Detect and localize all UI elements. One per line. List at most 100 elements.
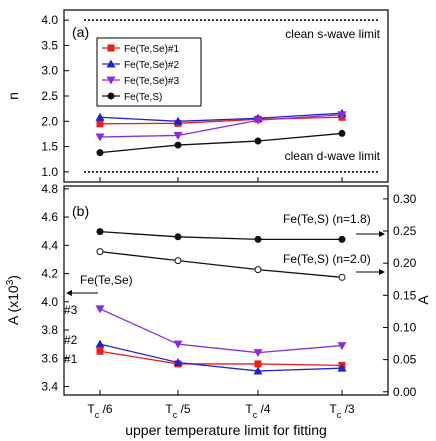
series-line-fe-te-se-2 bbox=[99, 343, 343, 372]
panel-b-y2tick-label: 0.10 bbox=[393, 320, 417, 334]
point-fe-te-se-1-1 bbox=[96, 347, 104, 355]
panel-b-y2tick-label: 0.00 bbox=[393, 385, 417, 399]
panel-a-ylabel: n bbox=[5, 92, 21, 100]
arrowhead-left bbox=[66, 290, 72, 296]
legend-marker-fe-te-s bbox=[107, 92, 115, 100]
arrowhead-right-n20 bbox=[379, 269, 385, 275]
annotation-sample-1: #1 bbox=[64, 352, 78, 366]
panel-b-y2tick-label: 0.20 bbox=[393, 256, 417, 270]
series-line-fe-te-s-n-1-8 bbox=[99, 231, 342, 241]
annotation-sample-3: #3 bbox=[64, 303, 78, 317]
x-tick-label: Tc /6 bbox=[87, 402, 113, 420]
point-fe-te-se-2-1 bbox=[95, 112, 105, 121]
point-fe-te-s-n-2-0-1 bbox=[96, 248, 104, 256]
annotation-fe-te-s-n18: Fe(Te,S) (n=1.8) bbox=[283, 212, 371, 226]
panel-b-ytick-label: 4.2 bbox=[41, 267, 58, 281]
panel-b-series bbox=[95, 228, 347, 375]
legend-label-fe-te-se-2: Fe(Te,Se)#2 bbox=[124, 60, 179, 71]
panel-b-ytick-label: 3.6 bbox=[41, 351, 58, 365]
point-fe-te-se-3-2 bbox=[173, 340, 183, 349]
panel-b-x-axis: Tc /6 Tc /5 Tc /4 Tc /3 bbox=[87, 390, 355, 420]
panel-a-ytick-label: 3.5 bbox=[41, 38, 58, 52]
point-fe-te-s-n-2-0-4 bbox=[338, 273, 346, 281]
panel-b-y2label: A bbox=[415, 295, 431, 305]
x-tick-label: Tc /4 bbox=[245, 402, 271, 420]
point-fe-te-se-1-1 bbox=[96, 120, 104, 128]
panel-b-frame bbox=[63, 185, 389, 396]
series-line-fe-te-se-1 bbox=[99, 350, 343, 366]
panel-b-y2-axis: 0.00 0.05 0.10 0.15 0.20 0.25 0.30 bbox=[383, 192, 417, 399]
panel-b-y-axis: 3.4 3.6 3.8 4.0 4.2 4.4 4.6 4.8 bbox=[41, 182, 69, 394]
series-line-fe-te-s bbox=[99, 132, 343, 154]
point-fe-te-s-3 bbox=[254, 137, 262, 145]
point-fe-te-se-2-1 bbox=[95, 339, 105, 348]
legend-marker-fe-te-se-3 bbox=[106, 76, 116, 85]
series-line-fe-te-se-3 bbox=[99, 114, 343, 138]
legend: Fe(Te,Se)#1 Fe(Te,Se)#2 Fe(Te,Se)#3 Fe(Te,S… bbox=[96, 37, 202, 107]
point-fe-te-se-2-4 bbox=[337, 363, 347, 372]
panel-b-y2tick-label: 0.25 bbox=[393, 224, 417, 238]
panel-b-ytick-label: 3.4 bbox=[41, 380, 58, 394]
point-fe-te-s-n-1-8-3 bbox=[254, 235, 262, 243]
panel-b-y2tick-label: 0.05 bbox=[393, 353, 417, 367]
series-line-fe-te-se-3 bbox=[99, 308, 343, 354]
legend-marker-fe-te-se-2 bbox=[106, 59, 116, 68]
point-fe-te-s-n-1-8-1 bbox=[96, 228, 104, 236]
panel-a-y-axis: 1.0 1.5 2.0 2.5 3.0 3.5 4.0 bbox=[41, 13, 69, 179]
legend-marker-fe-te-se-1 bbox=[107, 44, 115, 52]
panel-a-reference-lines bbox=[84, 19, 380, 173]
legend-label-fe-te-se-3: Fe(Te,Se)#3 bbox=[124, 76, 179, 87]
annotation-sample-2: #2 bbox=[64, 333, 78, 347]
point-fe-te-se-3-3 bbox=[253, 116, 263, 125]
point-fe-te-se-3-1 bbox=[95, 305, 105, 314]
panel-b-y2tick-label: 0.15 bbox=[393, 288, 417, 302]
panel-a-ytick-label: 2.0 bbox=[41, 114, 58, 128]
panel-a-ytick-label: 1.5 bbox=[41, 140, 58, 154]
point-fe-te-s-n-1-8-2 bbox=[174, 233, 182, 241]
panel-b-ytick-label: 4.0 bbox=[41, 295, 58, 309]
legend-label-fe-te-se-1: Fe(Te,Se)#1 bbox=[124, 44, 179, 55]
point-fe-te-se-2-2 bbox=[173, 116, 183, 125]
point-fe-te-s-1 bbox=[96, 149, 104, 157]
point-fe-te-se-2-3 bbox=[253, 366, 263, 375]
point-fe-te-se-2-2 bbox=[173, 358, 183, 367]
legend-label-fe-te-s: Fe(Te,S) bbox=[124, 92, 162, 103]
series-line-fe-te-se-1 bbox=[99, 116, 343, 125]
s-wave-limit-label: clean s-wave limit bbox=[285, 27, 380, 41]
panel-b-label: (b) bbox=[72, 203, 89, 219]
panel-b-ytick-label: 4.4 bbox=[41, 238, 58, 252]
panel-b-y2tick-label: 0.30 bbox=[393, 192, 417, 206]
point-fe-te-s-4 bbox=[338, 129, 346, 137]
point-fe-te-se-3-4 bbox=[337, 342, 347, 351]
series-line-fe-te-s-n-2-0 bbox=[99, 250, 343, 278]
panel-a-ytick-label: 2.5 bbox=[41, 89, 58, 103]
d-wave-limit-label: clean d-wave limit bbox=[285, 149, 381, 163]
point-fe-te-se-1-3 bbox=[254, 360, 262, 368]
point-fe-te-s-n-2-0-2 bbox=[174, 257, 182, 265]
panel-b-ylabel: A (x103) bbox=[5, 275, 22, 325]
panel-a-series bbox=[95, 108, 347, 157]
panel-b-ytick-label: 3.8 bbox=[41, 323, 58, 337]
panel-a-label: (a) bbox=[72, 24, 89, 40]
point-fe-te-se-3-4 bbox=[337, 111, 347, 120]
x-axis-label: upper temperature limit for fitting bbox=[125, 422, 327, 438]
point-fe-te-se-3-2 bbox=[173, 131, 183, 140]
annotation-fe-te-se: Fe(Te,Se) bbox=[80, 273, 133, 287]
panel-b-ytick-label: 4.8 bbox=[41, 182, 58, 196]
arrowhead-right-n18 bbox=[379, 231, 385, 237]
point-fe-te-s-n-1-8-4 bbox=[338, 235, 346, 243]
x-tick-label: Tc /3 bbox=[329, 402, 355, 420]
x-tick-label: Tc /5 bbox=[165, 402, 191, 420]
point-fe-te-s-2 bbox=[174, 141, 182, 149]
panel-b-ytick-label: 4.6 bbox=[41, 210, 58, 224]
point-fe-te-se-3-3 bbox=[253, 349, 263, 358]
panel-a-x-axis bbox=[99, 177, 343, 182]
series-line-fe-te-se-2 bbox=[99, 112, 343, 122]
panel-a-ytick-label: 4.0 bbox=[41, 13, 58, 27]
point-fe-te-s-n-2-0-3 bbox=[254, 266, 262, 274]
panel-a-ytick-label: 3.0 bbox=[41, 64, 58, 78]
point-fe-te-se-3-1 bbox=[95, 133, 105, 142]
annotation-fe-te-s-n20: Fe(Te,S) (n=2.0) bbox=[283, 252, 371, 266]
panel-a-ytick-label: 1.0 bbox=[41, 165, 58, 179]
